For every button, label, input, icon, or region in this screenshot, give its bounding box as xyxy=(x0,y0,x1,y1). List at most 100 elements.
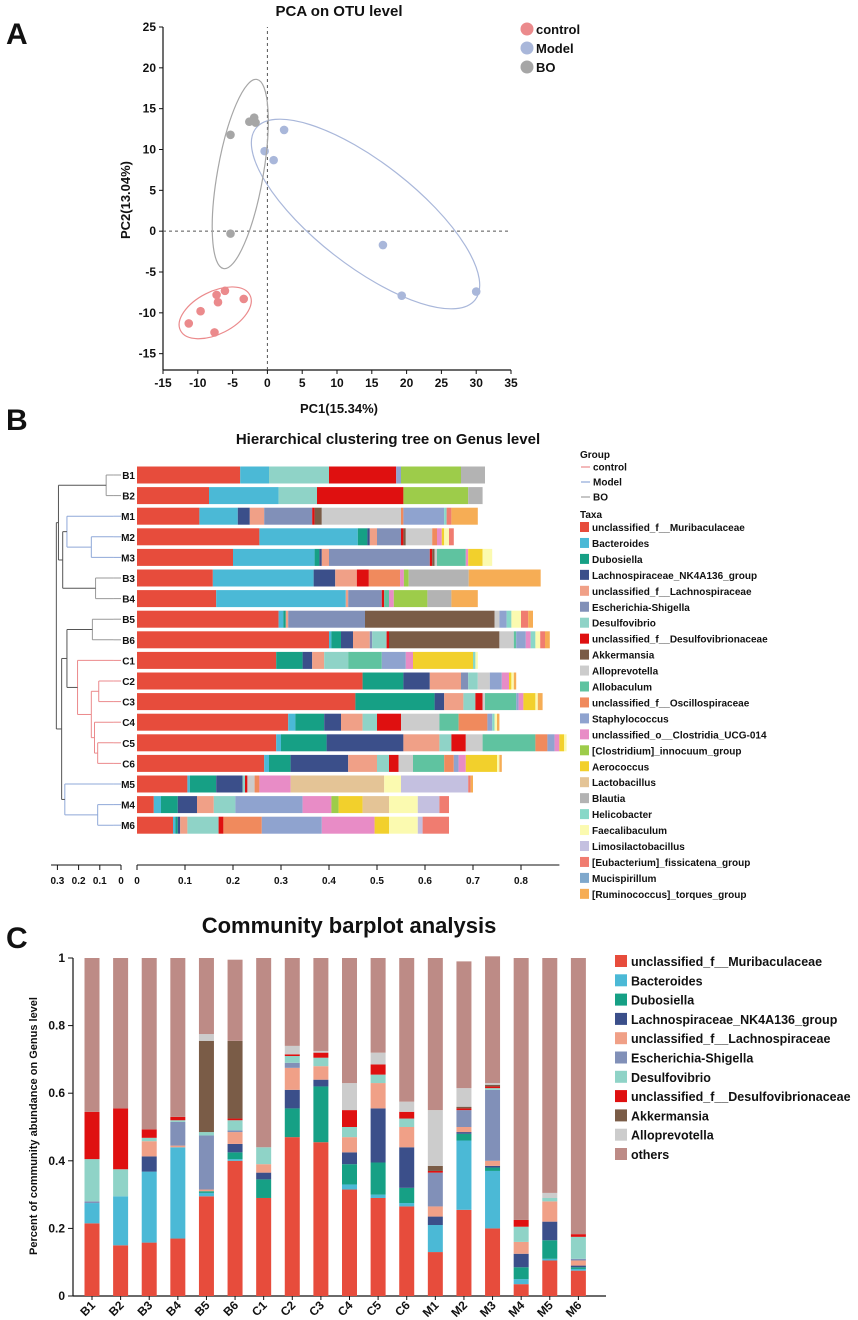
community-y-tick-label: 0.8 xyxy=(48,1019,65,1033)
hc-bar-segment xyxy=(374,816,389,834)
pca-ellipse-bo xyxy=(211,78,269,270)
community-x-tick-label: C5 xyxy=(363,1298,384,1319)
hc-bar-segment xyxy=(444,528,449,546)
hc-bar-segment xyxy=(276,651,303,669)
hc-bar-segment xyxy=(137,651,277,669)
community-bar-segment xyxy=(141,1129,157,1138)
community-bar-segment xyxy=(256,1179,272,1198)
hc-bar-segment xyxy=(465,548,469,566)
pca-y-label: PC2(13.04%) xyxy=(118,161,133,239)
community-barplot: Community barplot analysis Percent of co… xyxy=(28,913,851,1320)
hc-bar-segment xyxy=(564,734,567,752)
pca-point-control xyxy=(212,290,221,300)
community-legend-swatch xyxy=(615,1012,627,1025)
hc-bar-segment xyxy=(261,816,322,834)
pca-x-tick-label: 10 xyxy=(330,376,344,390)
community-bar-segment xyxy=(342,1189,357,1296)
pca-title: PCA on OTU level xyxy=(276,3,403,20)
community-bar-segment xyxy=(342,1137,357,1153)
community-bar-segment xyxy=(342,1164,357,1185)
community-bar-segment xyxy=(198,1034,214,1041)
hc-bar-segment xyxy=(264,507,313,525)
hc-bar-segment xyxy=(408,569,469,587)
community-bar-segment xyxy=(227,1118,243,1121)
hc-bar-segment xyxy=(403,487,469,505)
pca-y-tick-label: -10 xyxy=(139,306,157,320)
community-bar-segment xyxy=(227,1143,243,1153)
hc-bar-segment xyxy=(173,816,176,834)
hc-bar-segment xyxy=(468,775,471,793)
hc-bar-segment xyxy=(348,590,382,608)
hc-bar-segment xyxy=(377,528,401,546)
pca-x-tick-label: 20 xyxy=(400,376,414,390)
hc-bar-segment xyxy=(463,693,476,711)
hc-bar-segment xyxy=(218,816,224,834)
community-bar-segment xyxy=(313,1086,329,1143)
community-bar-segment xyxy=(198,1196,214,1296)
hc-bar-segment xyxy=(384,775,401,793)
hc-bar-segment xyxy=(432,548,435,566)
taxa-legend-swatch xyxy=(580,633,589,644)
community-bar-segment xyxy=(427,1170,443,1173)
hc-bar-segment xyxy=(417,816,423,834)
hc-bar-segment xyxy=(389,796,418,814)
hc-bar-segment xyxy=(461,672,469,690)
community-bar-segment xyxy=(313,1057,329,1067)
hc-bar-segment xyxy=(317,487,404,505)
hc-bar-segment xyxy=(137,466,241,484)
pca-legend-marker-control xyxy=(520,22,534,36)
community-bar-segment xyxy=(399,1118,415,1127)
pca-ellipse-model xyxy=(250,118,481,310)
community-bar-segment xyxy=(313,1066,329,1080)
community-bar-segment xyxy=(227,959,243,1041)
pca-point-model xyxy=(471,287,481,296)
hc-bar-segment xyxy=(386,631,389,649)
hc-bar-segment xyxy=(137,796,154,814)
hc-bar-segment xyxy=(497,713,500,731)
community-y-tick-label: 1 xyxy=(58,951,65,965)
hc-bar-segment xyxy=(381,590,385,608)
community-bar-segment xyxy=(485,1088,501,1090)
hc-bar-segment xyxy=(389,816,418,834)
community-y-tick-label: 0.6 xyxy=(48,1086,65,1100)
taxa-legend-swatch xyxy=(580,793,589,804)
hc-bar-segment xyxy=(473,651,476,669)
taxa-legend-swatch xyxy=(580,809,589,820)
hc-bar-segment xyxy=(413,754,445,772)
hc-bar-segment xyxy=(285,610,289,628)
hc-sample-label: M6 xyxy=(121,821,135,832)
community-bar-segment xyxy=(284,1062,300,1068)
hc-bar-segment xyxy=(319,548,322,566)
hc-bar-segment xyxy=(535,734,548,752)
community-bar-segment xyxy=(513,1253,529,1268)
pca-point-model xyxy=(378,240,388,250)
community-bar-segment xyxy=(84,1203,100,1224)
community-bar-segment xyxy=(198,1135,214,1190)
community-bar-segment xyxy=(399,1203,415,1207)
community-y-tick-label: 0.2 xyxy=(48,1221,65,1235)
community-bar-segment xyxy=(399,1147,415,1188)
community-bar-segment xyxy=(227,1130,243,1133)
community-bar-segment xyxy=(456,1106,472,1109)
pca-x-tick-label: 5 xyxy=(299,376,306,390)
hc-bar-segment xyxy=(494,610,500,628)
hc-bar-segment xyxy=(513,672,517,690)
community-bar-segment xyxy=(284,958,300,1046)
community-legend-label: Alloprevotella xyxy=(631,1129,715,1143)
community-bar-segment xyxy=(227,1159,243,1161)
pca-legend-label: BO xyxy=(536,60,556,75)
community-bar-segment xyxy=(399,1187,415,1204)
hc-bar-tick-label: 0.4 xyxy=(322,876,336,887)
community-bar-segment xyxy=(399,1127,415,1148)
hc-bar-segment xyxy=(540,631,545,649)
hc-bar-segment xyxy=(432,528,437,546)
hc-bar-segment xyxy=(377,754,389,772)
community-legend-swatch xyxy=(615,1051,627,1064)
taxa-legend-label: Bacteroides xyxy=(592,539,650,550)
hc-bar-segment xyxy=(509,672,512,690)
community-bar-segment xyxy=(227,1152,243,1160)
community-x-tick-label: M6 xyxy=(563,1298,585,1320)
hc-bar-segment xyxy=(451,507,478,525)
pca-x-label: PC1(15.34%) xyxy=(300,401,378,416)
community-bar-segment xyxy=(84,1159,100,1202)
